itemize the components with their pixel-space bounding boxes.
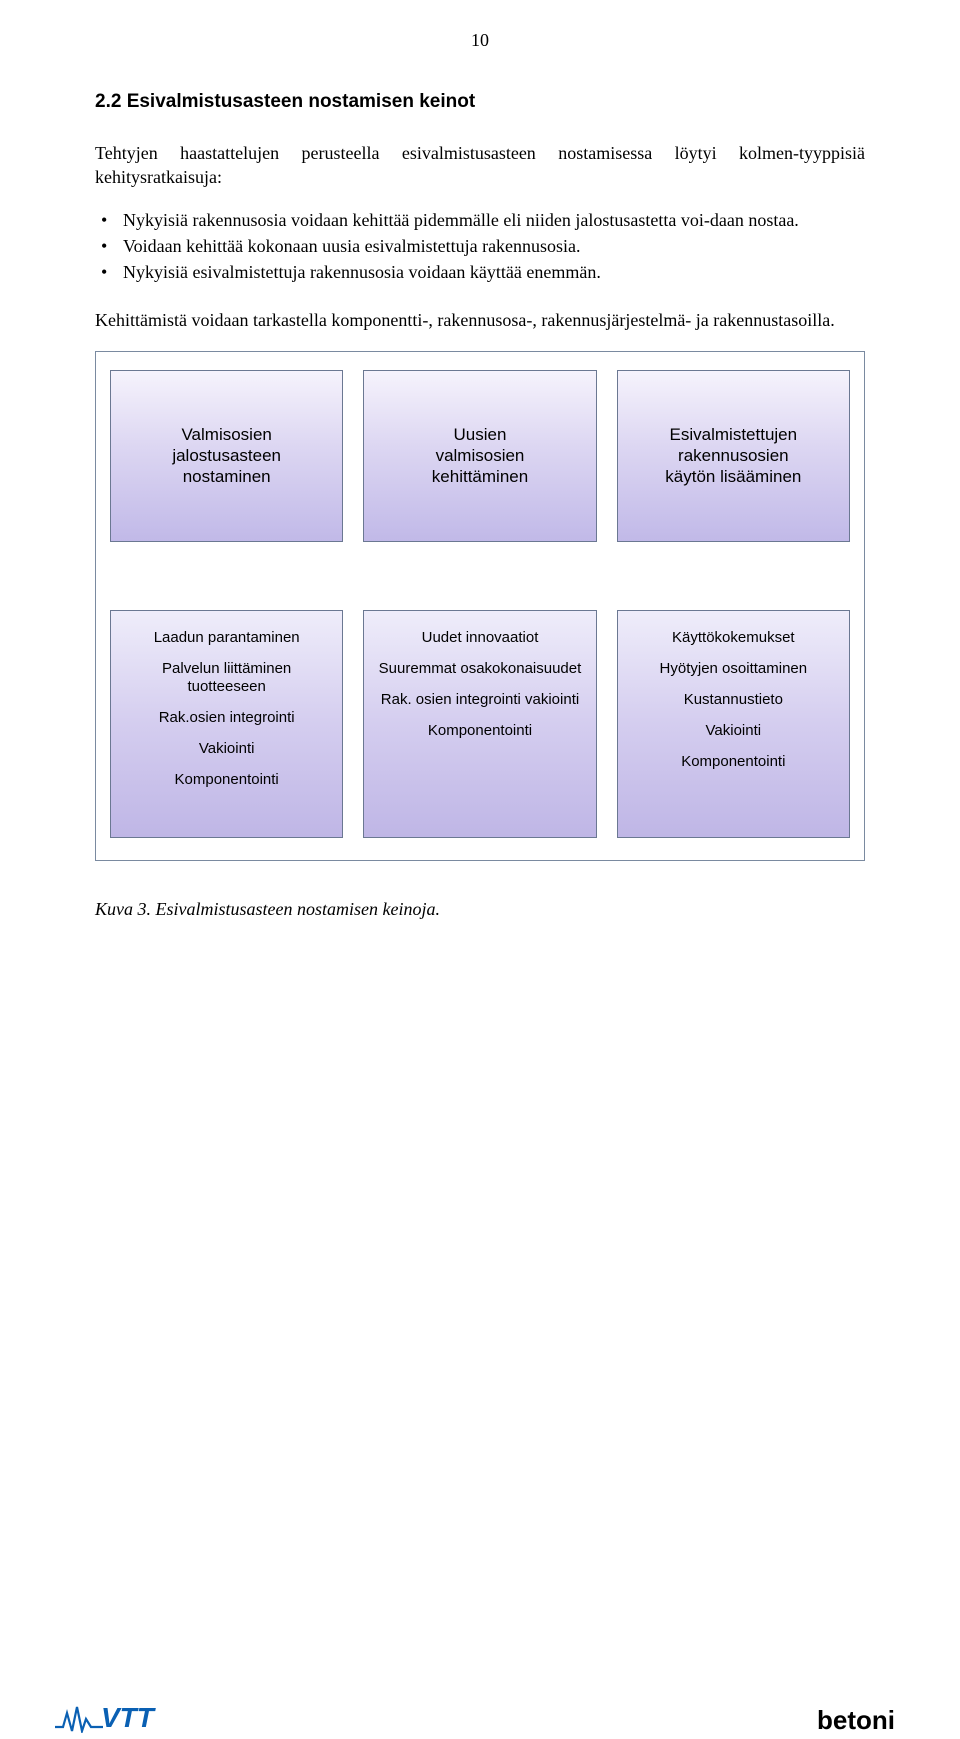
diagram-cell-bottom-1: Laadun parantaminen Palvelun liittäminen… [110, 610, 343, 838]
cell-item: Komponentointi [428, 722, 532, 740]
cell-item: Uudet innovaatiot [422, 629, 539, 647]
cell-item: Rak.osien integrointi [159, 709, 295, 727]
diagram-frame: Valmisosien jalostusasteen nostaminen Uu… [95, 351, 865, 861]
cell-item: Rak. osien integrointi vakiointi [381, 691, 579, 709]
cell-item: Laadun parantaminen [154, 629, 300, 647]
cell-item: Suuremmat osakokonaisuudet [379, 660, 582, 678]
cell-item: Hyötyjen osoittaminen [660, 660, 808, 678]
diagram-cell-top-3: Esivalmistettujen rakennusosien käytön l… [617, 370, 850, 542]
vtt-logo: VTT [55, 1704, 154, 1733]
figure-caption: Kuva 3. Esivalmistusasteen nostamisen ke… [95, 899, 865, 920]
cell-line: käytön lisääminen [665, 466, 801, 487]
cell-line: kehittäminen [432, 466, 528, 487]
diagram-cell-top-1: Valmisosien jalostusasteen nostaminen [110, 370, 343, 542]
bullet-list: Nykyisiä rakennusosia voidaan kehittää p… [95, 208, 865, 285]
intro-paragraph: Tehtyjen haastattelujen perusteella esiv… [95, 141, 865, 190]
cell-line: rakennusosien [678, 445, 789, 466]
section-heading: 2.2 Esivalmistusasteen nostamisen keinot [95, 91, 865, 113]
page-number: 10 [95, 30, 865, 51]
cell-line: valmisosien [436, 445, 525, 466]
bullet-item: Nykyisiä rakennusosia voidaan kehittää p… [95, 208, 865, 232]
cell-line: Uusien [454, 424, 507, 445]
cell-line: nostaminen [183, 466, 271, 487]
diagram-cell-top-2: Uusien valmisosien kehittäminen [363, 370, 596, 542]
cell-item: Vakiointi [706, 722, 762, 740]
diagram-cell-bottom-2: Uudet innovaatiot Suuremmat osakokonaisu… [363, 610, 596, 838]
cell-line: jalostusasteen [172, 445, 281, 466]
diagram-row-top: Valmisosien jalostusasteen nostaminen Uu… [110, 370, 850, 542]
vtt-pulse-icon [55, 1705, 103, 1733]
cell-line: Esivalmistettujen [670, 424, 798, 445]
bullet-item: Voidaan kehittää kokonaan uusia esivalmi… [95, 234, 865, 258]
cell-item: Käyttökokemukset [672, 629, 795, 647]
diagram-cell-bottom-3: Käyttökokemukset Hyötyjen osoittaminen K… [617, 610, 850, 838]
bullet-item: Nykyisiä esivalmistettuja rakennusosia v… [95, 260, 865, 284]
cell-item: Kustannustieto [684, 691, 783, 709]
betoni-logo: betoni [817, 1707, 895, 1733]
cell-item: Palvelun liittäminen tuotteeseen [121, 660, 332, 696]
diagram-row-bottom: Laadun parantaminen Palvelun liittäminen… [110, 610, 850, 838]
after-bullets-paragraph: Kehittämistä voidaan tarkastella kompone… [95, 308, 865, 332]
cell-line: Valmisosien [181, 424, 271, 445]
cell-item: Komponentointi [175, 771, 279, 789]
cell-item: Komponentointi [681, 753, 785, 771]
cell-item: Vakiointi [199, 740, 255, 758]
vtt-text: VTT [101, 1704, 154, 1733]
page-footer: VTT betoni [0, 1704, 960, 1733]
